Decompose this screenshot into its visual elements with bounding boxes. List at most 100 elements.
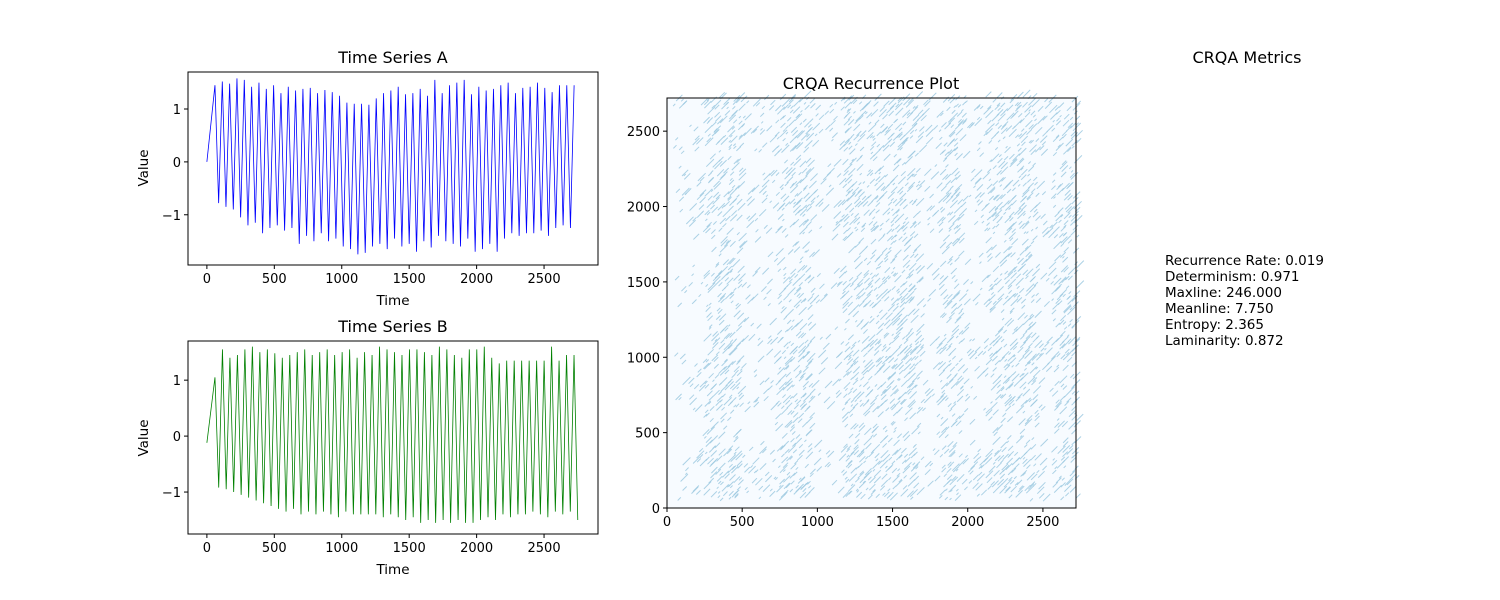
- recurrence-point: [883, 100, 890, 107]
- recurrence-point: [723, 98, 731, 105]
- recurrence-point: [862, 303, 868, 308]
- recurrence-point: [1016, 158, 1025, 167]
- recurrence-point: [987, 120, 992, 125]
- recurrence-point: [1073, 200, 1082, 210]
- recurrence-point: [888, 110, 895, 117]
- recurrence-point: [929, 228, 935, 234]
- recurrence-point: [1071, 391, 1076, 395]
- time-series-b-x-ticks: 0 500 1000 1500 2000 2500: [203, 534, 561, 556]
- recurrence-point: [869, 388, 874, 393]
- recurrence-point: [709, 405, 715, 411]
- recurrence-point: [735, 98, 741, 104]
- recurrence-point: [1015, 362, 1020, 367]
- recurrence-point: [916, 265, 925, 274]
- recurrence-point: [733, 365, 740, 373]
- recurrence-point: [1031, 123, 1038, 130]
- recurrence-point: [994, 328, 1004, 337]
- recurrence-point: [705, 306, 711, 312]
- recurrence-point: [1009, 98, 1015, 104]
- recurrence-point: [806, 133, 810, 138]
- recurrence-point: [1025, 275, 1029, 280]
- recurrence-point: [799, 260, 803, 264]
- recurrence-point: [979, 152, 985, 157]
- recurrence-point: [1025, 254, 1033, 262]
- recurrence-point: [909, 231, 916, 237]
- recurrence-point: [927, 480, 934, 487]
- recurrence-point: [869, 208, 876, 215]
- recurrence-point: [833, 211, 842, 219]
- recurrence-point: [746, 220, 755, 229]
- recurrence-point: [731, 259, 741, 268]
- recurrence-point: [681, 187, 690, 196]
- recurrence-point: [859, 115, 864, 120]
- recurrence-point: [970, 281, 974, 285]
- recurrence-point: [833, 267, 840, 274]
- recurrence-point: [1001, 350, 1010, 359]
- recurrence-point: [887, 276, 891, 280]
- recurrence-point: [679, 208, 684, 213]
- recurrence-point: [868, 483, 876, 491]
- recurrence-point: [1026, 414, 1033, 422]
- recurrence-point: [847, 390, 852, 395]
- recurrence-point: [938, 198, 943, 204]
- recurrence-point: [783, 342, 789, 348]
- recurrence-point: [786, 117, 792, 122]
- recurrence-point: [795, 485, 799, 489]
- recurrence-point: [1017, 147, 1022, 152]
- recurrence-point: [996, 424, 1004, 431]
- recurrence-point: [751, 293, 759, 301]
- recurrence-point: [1031, 332, 1037, 339]
- recurrence-point: [894, 218, 900, 224]
- recurrence-point: [864, 300, 872, 308]
- recurrence-point: [789, 109, 794, 114]
- recurrence-point: [711, 121, 717, 127]
- recurrence-point: [900, 318, 908, 327]
- recurrence-point: [736, 370, 743, 377]
- recurrence-point: [1009, 217, 1014, 222]
- recurrence-point: [786, 455, 793, 462]
- recurrence-point: [875, 458, 879, 462]
- recurrence-point: [951, 463, 960, 472]
- recurrence-point: [894, 358, 899, 363]
- recurrence-point: [809, 412, 816, 419]
- recurrence-point: [759, 185, 768, 194]
- recurrence-point: [887, 289, 892, 294]
- recurrence-point: [727, 344, 733, 350]
- recurrence-point: [800, 110, 803, 113]
- recurrence-point: [875, 360, 883, 367]
- recurrence-point: [699, 189, 707, 197]
- recurrence-point: [845, 188, 854, 197]
- recurrence-point: [748, 213, 757, 222]
- recurrence-point: [853, 134, 860, 141]
- recurrence-point: [793, 201, 797, 205]
- recurrence-point: [722, 470, 730, 478]
- recurrence-point: [989, 302, 999, 311]
- recurrence-point: [784, 159, 789, 164]
- recurrence-point: [704, 400, 711, 407]
- recurrence-point: [689, 397, 698, 406]
- recurrence-point: [1026, 472, 1036, 481]
- recurrence-point: [1034, 201, 1041, 209]
- recurrence-point: [949, 461, 955, 467]
- recurrence-point: [924, 460, 932, 468]
- recurrence-point: [979, 105, 984, 110]
- recurrence-point: [736, 231, 740, 236]
- recurrence-point: [780, 187, 784, 191]
- recurrence-point: [717, 462, 726, 471]
- recurrence-point: [730, 300, 734, 304]
- recurrence-point: [906, 185, 914, 192]
- recurrence-point: [863, 352, 868, 358]
- recurrence-point: [750, 125, 759, 134]
- recurrence-point: [804, 274, 812, 282]
- recurrence-point: [877, 322, 885, 329]
- recurrence-point: [813, 294, 820, 301]
- recurrence-point: [919, 350, 926, 357]
- recurrence-point: [954, 256, 960, 262]
- recurrence-point: [852, 388, 858, 393]
- recurrence-point: [825, 124, 831, 131]
- recurrence-point: [1018, 175, 1022, 179]
- recurrence-point: [702, 224, 711, 233]
- recurrence-point: [1028, 399, 1032, 403]
- recurrence-point: [943, 142, 948, 147]
- recurrence-point: [948, 255, 954, 261]
